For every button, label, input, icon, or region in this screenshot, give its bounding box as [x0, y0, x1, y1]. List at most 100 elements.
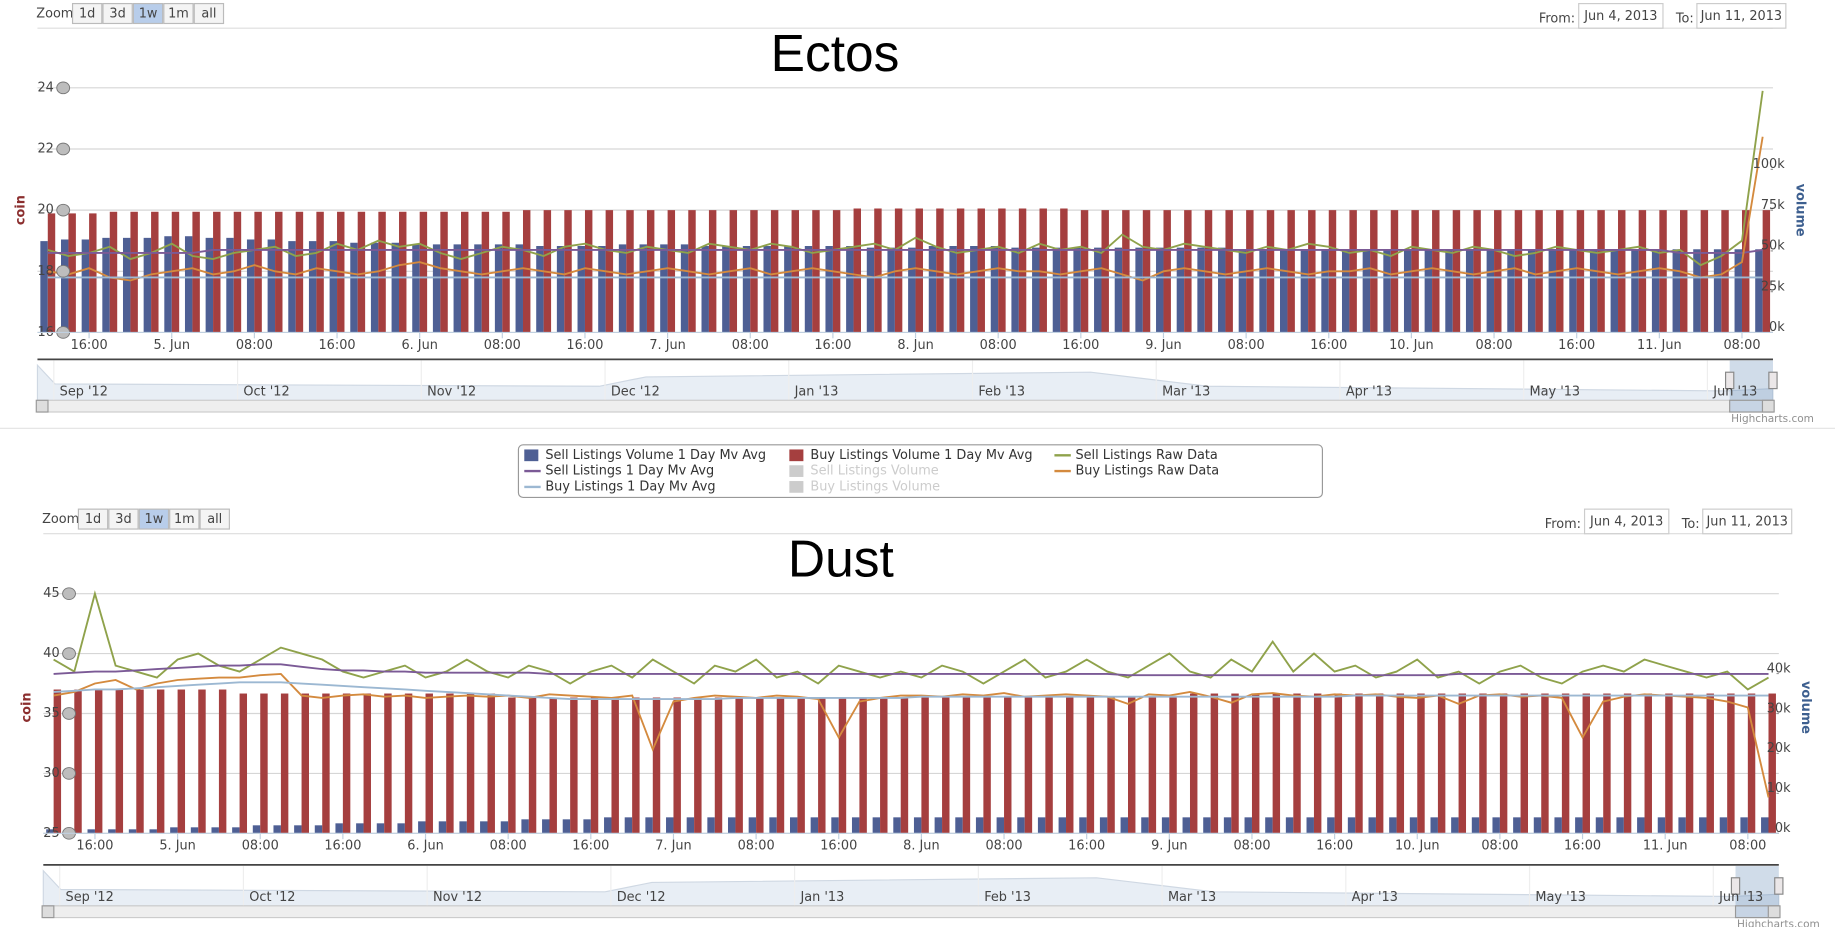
column	[1066, 697, 1074, 834]
column	[750, 210, 758, 333]
y2-tick-label: 40k	[1767, 661, 1791, 676]
column	[1409, 817, 1418, 834]
column	[211, 827, 219, 834]
zoom-button-label[interactable]: 3d	[115, 512, 131, 527]
coin-icon	[56, 203, 71, 217]
navigator-selection[interactable]	[1735, 866, 1779, 906]
zoom-button-label[interactable]: 1d	[85, 512, 101, 527]
zoom-button[interactable]	[108, 508, 139, 530]
scrollbar-right[interactable]	[1761, 399, 1775, 413]
zoom-button[interactable]	[163, 2, 194, 25]
legend-label[interactable]: Buy Listings Raw Data	[1075, 464, 1219, 479]
zoom-button[interactable]	[193, 2, 225, 25]
column	[280, 693, 289, 834]
column	[1659, 210, 1667, 333]
x-tick-label: 16:00	[1062, 338, 1099, 353]
column	[419, 211, 428, 333]
legend-label[interactable]: Buy Listings Volume 1 Day Mv Avg	[810, 448, 1032, 463]
x-tick-label: 08:00	[1729, 839, 1766, 854]
legend-swatch[interactable]	[789, 449, 804, 462]
to-input[interactable]	[1696, 2, 1787, 29]
column	[487, 693, 495, 834]
legend-label[interactable]: Buy Listings 1 Day Mv Avg	[545, 479, 715, 494]
column	[295, 211, 304, 333]
column	[81, 239, 90, 333]
from-input[interactable]	[1578, 2, 1664, 29]
navigator-selection[interactable]	[1729, 360, 1773, 401]
column	[1768, 693, 1776, 834]
navigator-handle[interactable]	[1724, 371, 1735, 390]
zoom-button-label[interactable]: 1m	[174, 512, 195, 527]
legend-label[interactable]: Sell Listings Volume 1 Day Mv Avg	[545, 448, 766, 463]
scrollbar-right[interactable]	[1767, 905, 1781, 919]
column	[949, 246, 957, 333]
column	[1293, 693, 1301, 834]
column	[1575, 817, 1583, 834]
zoom-button-label[interactable]: 1w	[139, 7, 158, 22]
zoom-button-label[interactable]: 1w	[145, 512, 164, 527]
column	[1368, 817, 1376, 834]
legend-label[interactable]: Sell Listings 1 Day Mv Avg	[545, 464, 714, 479]
column	[399, 211, 407, 333]
column	[590, 697, 599, 834]
zoom-button[interactable]	[138, 508, 170, 530]
scrollbar-left[interactable]	[41, 905, 55, 919]
x-tick-label: 9. Jun	[1151, 839, 1187, 854]
zoom-button[interactable]	[199, 508, 230, 530]
to-input[interactable]	[1702, 508, 1793, 535]
column	[156, 689, 165, 834]
column	[570, 697, 578, 834]
zoom-button[interactable]	[169, 508, 200, 530]
zoom-button-label[interactable]: all	[207, 512, 222, 527]
column	[908, 247, 916, 333]
legend-swatch[interactable]	[789, 481, 804, 493]
zoom-button[interactable]	[71, 2, 103, 25]
zoom-button[interactable]	[102, 2, 133, 25]
column	[1189, 693, 1198, 834]
legend-label[interactable]: Sell Listings Raw Data	[1075, 448, 1217, 463]
zoom-button-label[interactable]: 3d	[109, 7, 125, 22]
column	[872, 817, 881, 834]
column	[136, 689, 144, 834]
column	[1451, 817, 1459, 834]
column	[164, 236, 172, 333]
column	[1610, 249, 1619, 333]
from-value[interactable]: Jun 4, 2013	[1583, 9, 1657, 24]
column	[1541, 693, 1549, 834]
column	[1680, 210, 1688, 333]
legend-swatch[interactable]	[524, 449, 539, 462]
navigator-label: Jun '13	[1712, 385, 1757, 400]
navigator-handle[interactable]	[1768, 371, 1778, 390]
from-input[interactable]	[1583, 508, 1670, 535]
zoom-button-label[interactable]: 1m	[168, 7, 189, 22]
legend-swatch[interactable]	[789, 465, 804, 477]
column	[1424, 249, 1433, 333]
from-value[interactable]: Jun 4, 2013	[1589, 515, 1663, 530]
column	[1037, 817, 1046, 834]
column	[342, 693, 351, 834]
column	[1554, 817, 1562, 834]
column	[1479, 693, 1487, 834]
zoom-button-label[interactable]: 1d	[79, 7, 95, 22]
to-value[interactable]: Jun 11, 2013	[1700, 9, 1782, 24]
y2-tick-label: 75k	[1761, 198, 1785, 213]
legend-label[interactable]: Sell Listings Volume	[810, 464, 938, 479]
zoom-button[interactable]	[132, 2, 164, 25]
column	[502, 211, 510, 333]
column	[1678, 817, 1686, 834]
column	[61, 239, 69, 333]
column	[171, 211, 180, 333]
legend-label[interactable]: Buy Listings Volume	[810, 479, 940, 494]
column	[108, 829, 116, 834]
column	[632, 697, 640, 834]
navigator-handle[interactable]	[1730, 877, 1741, 895]
scrollbar-left[interactable]	[35, 399, 49, 413]
column	[1761, 817, 1769, 834]
column	[1122, 210, 1130, 333]
column	[1362, 249, 1371, 333]
to-value[interactable]: Jun 11, 2013	[1706, 515, 1788, 530]
zoom-button[interactable]	[77, 508, 109, 530]
column	[1437, 693, 1446, 834]
zoom-button-label[interactable]: all	[201, 7, 216, 22]
navigator-handle[interactable]	[1774, 877, 1784, 895]
